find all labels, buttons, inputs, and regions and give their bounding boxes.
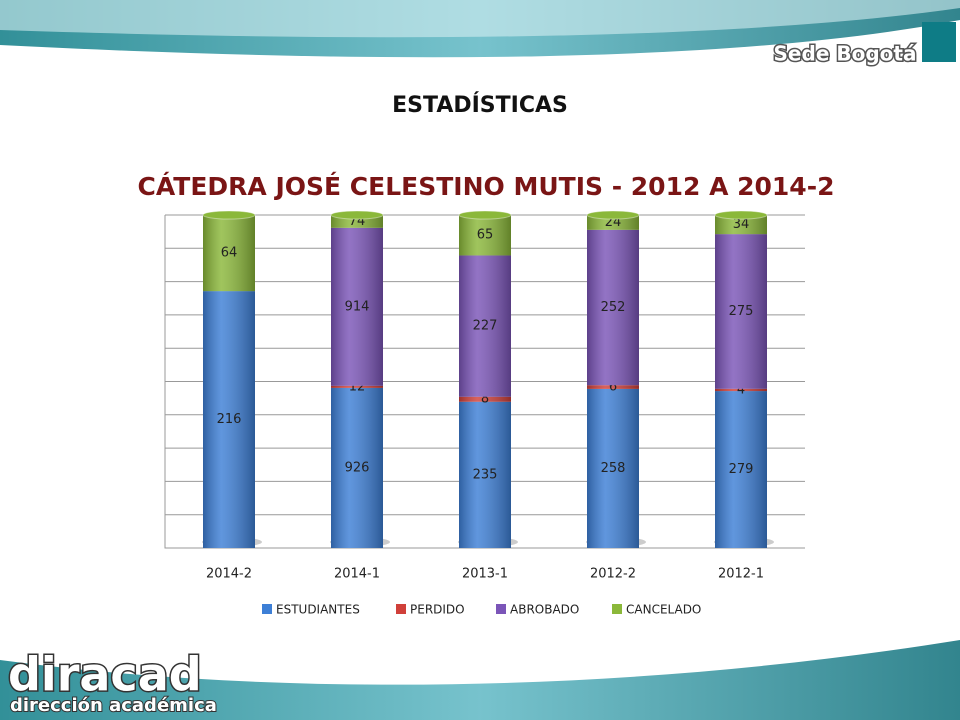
bar-shade <box>715 391 767 548</box>
legend-swatch <box>612 604 622 614</box>
bottom-wave <box>0 640 960 720</box>
data-label: 235 <box>473 467 498 482</box>
x-tick-label: 2012-1 <box>718 567 764 582</box>
bar-shade <box>715 215 767 235</box>
data-label: 65 <box>477 228 494 243</box>
bar-shade <box>459 215 511 256</box>
data-label: 926 <box>345 460 370 475</box>
bar-shade <box>331 227 383 386</box>
bar-shade <box>715 234 767 389</box>
bar-shade <box>587 385 639 389</box>
bar-shade <box>459 401 511 548</box>
logo-right: Sede Bogotá <box>774 42 917 66</box>
logo-icon <box>922 22 956 62</box>
bar-shade <box>203 291 255 548</box>
bar-cap <box>458 210 512 220</box>
data-label: 216 <box>217 412 242 427</box>
bar-shade <box>587 229 639 386</box>
legend-swatch <box>396 604 406 614</box>
data-label: 279 <box>729 462 754 477</box>
data-label: 8 <box>481 392 489 407</box>
legend-swatch <box>496 604 506 614</box>
bar-shade <box>331 385 383 388</box>
chart-subtitle: CÁTEDRA JOSÉ CELESTINO MUTIS - 2012 A 20… <box>138 172 835 201</box>
data-label: 227 <box>473 319 498 334</box>
bar-cap <box>714 210 768 220</box>
x-tick-label: 2014-1 <box>334 567 380 582</box>
bar-cap <box>330 210 384 220</box>
bar-cap <box>586 210 640 220</box>
chart-title: ESTADÍSTICAS <box>392 92 568 118</box>
bar-shade <box>203 215 255 292</box>
data-label: 914 <box>345 299 370 314</box>
data-label: 258 <box>601 461 626 476</box>
bar-shade <box>715 388 767 392</box>
data-label: 34 <box>733 217 750 232</box>
bar-shade <box>587 215 639 230</box>
bar-shade <box>459 396 511 402</box>
legend-label: ABROBADO <box>510 603 579 617</box>
data-label: 252 <box>601 300 626 315</box>
legend-swatch <box>262 604 272 614</box>
top-wave-light <box>0 0 960 38</box>
bar-cap <box>202 210 256 220</box>
bar-shade <box>587 388 639 548</box>
x-tick-label: 2014-2 <box>206 567 252 582</box>
data-label: 64 <box>221 246 238 261</box>
legend-label: PERDIDO <box>410 603 465 617</box>
legend-label: ESTUDIANTES <box>276 603 360 617</box>
data-label: 4 <box>737 382 745 397</box>
data-label: 275 <box>729 304 754 319</box>
data-label: 6 <box>609 380 617 395</box>
x-tick-label: 2013-1 <box>462 567 508 582</box>
logo-left: diracad <box>8 648 202 702</box>
x-tick-label: 2012-2 <box>590 567 636 582</box>
bar-shade <box>459 255 511 397</box>
logo-left-sub: dirección académica <box>10 695 217 716</box>
bar-shade <box>331 387 383 548</box>
legend-label: CANCELADO <box>626 603 701 617</box>
